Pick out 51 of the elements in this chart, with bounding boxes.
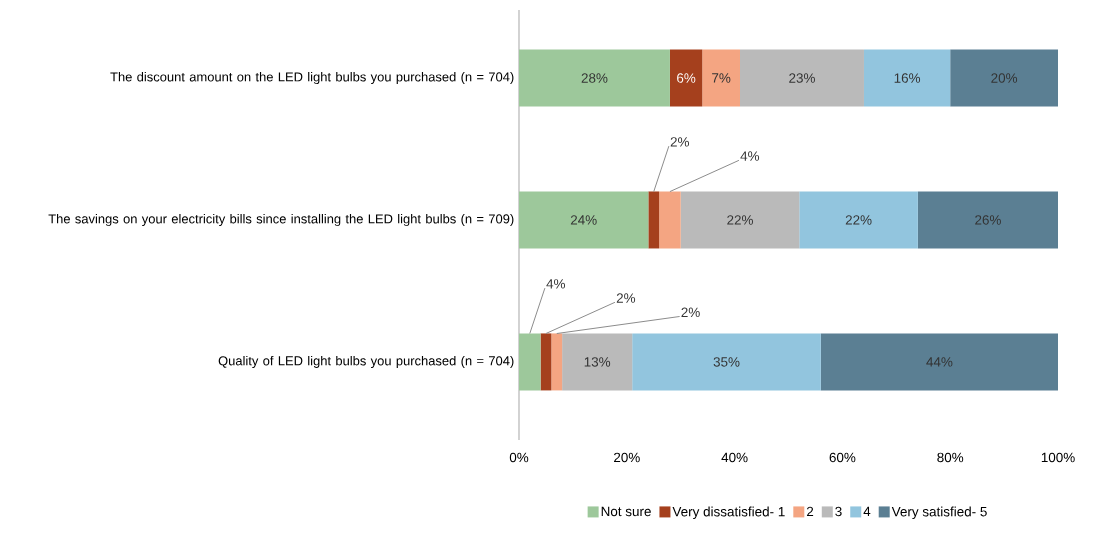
bar <box>702 49 740 107</box>
bar <box>799 191 918 249</box>
data-label: 22% <box>727 215 753 225</box>
data-label: 6% <box>677 73 696 83</box>
data-label: 26% <box>975 215 1001 225</box>
x-tick-label: 60% <box>829 452 856 463</box>
data-label: 7% <box>712 73 731 83</box>
bar <box>519 333 541 391</box>
x-tick-label: 0% <box>509 452 529 463</box>
data-label: 28% <box>581 73 608 83</box>
data-label: 2% <box>616 293 636 303</box>
x-tick-label: 80% <box>937 452 964 463</box>
bar <box>540 333 552 391</box>
legend-label: Very satisfied- 5 <box>891 506 987 520</box>
bar <box>648 191 660 249</box>
data-label: 20% <box>991 73 1018 83</box>
bar <box>739 49 864 107</box>
bar <box>519 49 670 107</box>
data-label: 13% <box>584 357 611 367</box>
bar <box>562 333 633 391</box>
bar <box>680 191 800 249</box>
data-label: 22% <box>845 215 872 225</box>
data-label: 23% <box>789 73 815 83</box>
legend-label: Not sure <box>601 506 651 517</box>
bar <box>519 191 649 249</box>
bar <box>551 333 563 391</box>
data-label: 4% <box>546 279 566 289</box>
x-tick-label: 40% <box>721 452 748 463</box>
bar <box>917 191 1059 249</box>
x-tick-label: 20% <box>614 452 640 463</box>
data-label: 16% <box>894 73 921 83</box>
data-label: 4% <box>740 151 760 161</box>
data-label: 2% <box>681 307 700 317</box>
data-label: 35% <box>713 357 740 367</box>
legend-label: 4 <box>863 506 871 517</box>
y-tick-label: The discount amount on the LED light bulbs you purchased (n = 704) <box>110 71 514 85</box>
data-label: 44% <box>926 357 953 367</box>
bar <box>863 49 951 107</box>
data-label: 24% <box>570 215 597 225</box>
y-tick-label: Quality of LED light bulbs you purchased (n = 704) <box>218 355 514 368</box>
data-label: 2% <box>670 137 690 147</box>
bar <box>669 49 703 107</box>
bar <box>659 191 681 249</box>
bar <box>950 49 1059 107</box>
y-tick-label: The savings on your electricity bills since installing the LED light bulbs (n = 709) <box>48 213 514 226</box>
bar <box>820 333 1059 391</box>
legend-label: 3 <box>835 506 842 517</box>
legend-label: Very dissatisfied- 1 <box>672 506 785 520</box>
x-tick-label: 100% <box>1041 452 1075 463</box>
bar <box>632 333 821 391</box>
legend-label: 2 <box>806 506 814 517</box>
